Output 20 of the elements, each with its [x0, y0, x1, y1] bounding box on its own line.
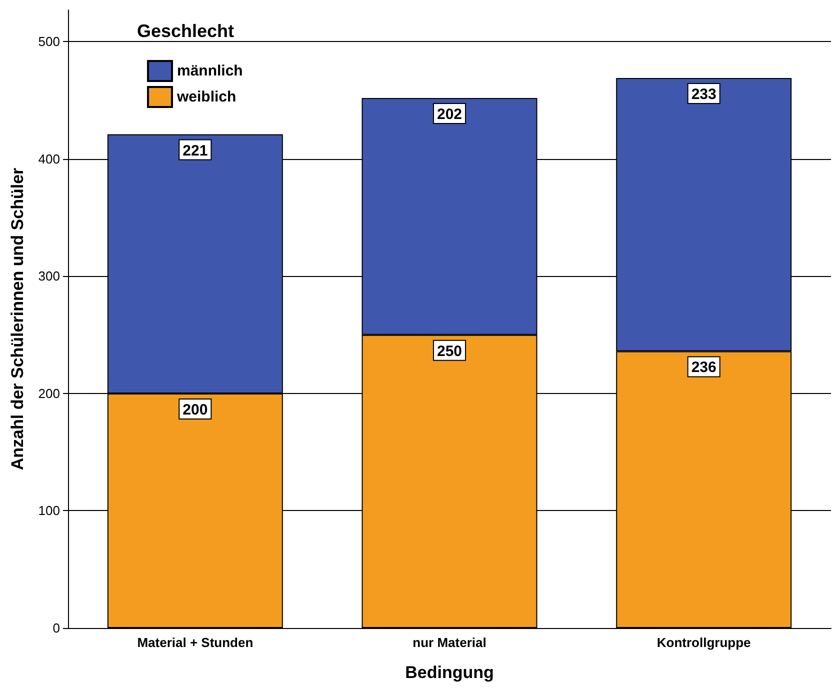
data-label: 221 [182, 142, 208, 160]
y-axis-title: Anzahl der Schülerinnen und Schüler [8, 167, 27, 470]
data-label: 236 [691, 359, 716, 376]
y-tick-label: 100 [38, 503, 60, 518]
data-label: 250 [436, 342, 462, 360]
data-label: 202 [436, 106, 462, 123]
y-tick-label: 400 [38, 151, 60, 166]
data-label: 200 [182, 401, 208, 418]
y-tick-label: 300 [38, 268, 60, 284]
legend-label: männlich [177, 62, 243, 80]
x-tick-label: Material + Stunden [137, 635, 254, 650]
x-axis-title: Bedingung [405, 663, 494, 682]
y-tick-label: 200 [38, 386, 60, 401]
y-tick-label: 500 [38, 34, 60, 50]
x-tick-label: Kontrollgruppe [656, 635, 751, 650]
data-label: 233 [691, 86, 716, 104]
legend-title: Geschlecht [137, 21, 234, 41]
x-tick-label: nur Material [412, 635, 486, 650]
legend-label: weiblich [176, 88, 236, 106]
y-tick-label: 0 [52, 620, 60, 636]
